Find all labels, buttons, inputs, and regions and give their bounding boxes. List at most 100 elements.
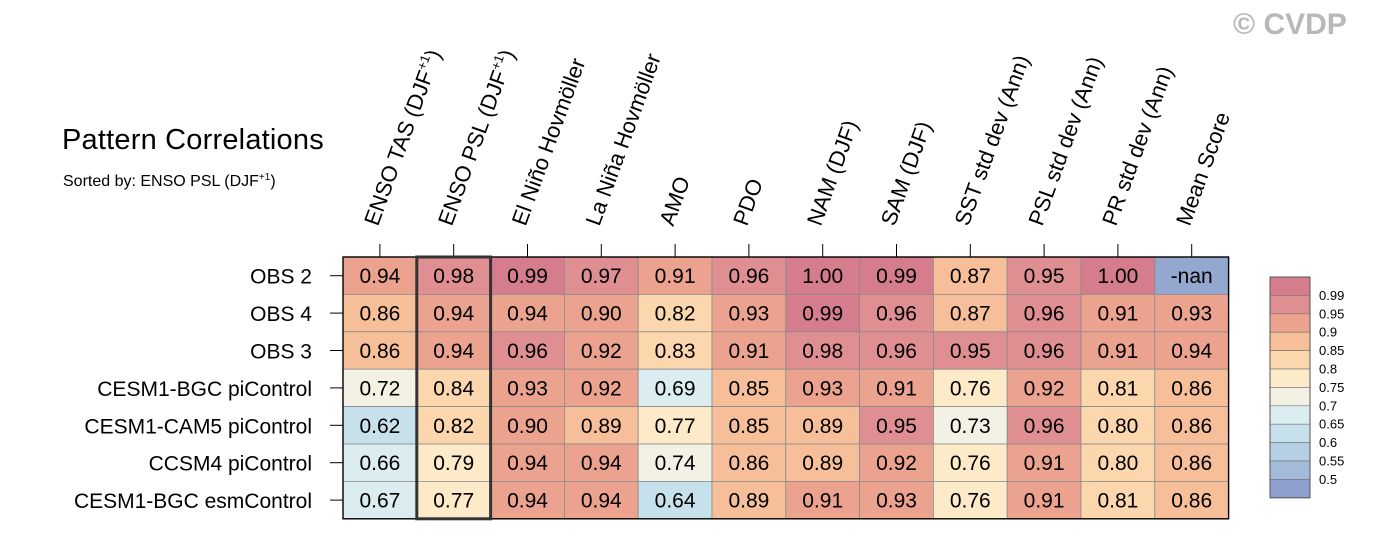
colorbar-swatch: [1269, 423, 1311, 443]
cell-value-label: 0.85: [728, 377, 769, 400]
column-header-label: PSL std dev (Ann): [1023, 53, 1107, 229]
cell-value-label: 0.93: [802, 377, 843, 400]
cell-value-label: 0.90: [581, 303, 622, 326]
cell-value-label: 0.76: [950, 377, 991, 400]
heatmap-cell: [1154, 256, 1230, 295]
column-header-label: ENSO TAS (DJF+1): [358, 46, 446, 229]
heatmap-cell: [637, 293, 713, 333]
row-label: CESM1-BGC esmControl: [74, 490, 312, 513]
column-header: ENSO TAS (DJF+1): [358, 46, 446, 229]
cell-value-label: 0.86: [1171, 415, 1212, 438]
cell-value-label: 0.93: [1171, 303, 1212, 326]
column-header-label: AMO: [654, 173, 695, 229]
cell-value-label: 0.77: [433, 490, 474, 513]
heatmap-cell: [711, 368, 787, 408]
heatmap-cell: [1154, 368, 1230, 408]
cell-value-label: 0.92: [581, 340, 622, 363]
chart-title: Pattern Correlations: [62, 124, 324, 156]
colorbar-swatch: [1269, 331, 1311, 351]
cell-value-label: 0.94: [581, 452, 622, 475]
colorbar-swatch: [1269, 276, 1311, 296]
heatmap-cell: [785, 256, 860, 295]
cell-value-label: 0.93: [876, 490, 917, 513]
cell-value-label: 0.80: [1097, 415, 1138, 438]
cell-value-label: 0.96: [876, 303, 917, 326]
heatmap-cell: [490, 256, 565, 295]
cell-value-label: 0.96: [1024, 340, 1065, 363]
cell-value-label: 0.96: [728, 265, 769, 288]
cell-value-label: 0.86: [359, 340, 400, 363]
cell-value-label: 0.82: [433, 415, 474, 438]
cell-value-label: 0.82: [655, 303, 696, 326]
column-header: SAM (DJF): [876, 118, 937, 229]
row-label: CCSM4 piControl: [149, 453, 312, 476]
column-header-label: NAM (DJF): [802, 117, 863, 229]
colorbar-level-label: 0.95: [1319, 306, 1344, 321]
colorbar-level-label: 0.85: [1319, 343, 1344, 358]
heatmap-cell: [637, 331, 713, 370]
cell-value-label: 0.99: [507, 265, 548, 288]
colorbar-level-label: 0.55: [1319, 454, 1344, 469]
column-header-label: ENSO PSL (DJF+1): [432, 46, 520, 229]
heatmap-cell: [416, 406, 491, 445]
heatmap-cell: [564, 480, 639, 520]
cell-value-label: 0.91: [802, 490, 843, 513]
cell-value-label: 0.87: [950, 303, 991, 326]
colorbar-swatch: [1269, 387, 1311, 407]
heatmap-cell: [1080, 443, 1156, 482]
cell-value-label: 0.96: [1024, 415, 1065, 438]
heatmap-cell: [490, 293, 565, 333]
cell-value-label: -nan: [1171, 265, 1213, 288]
heatmap-cell: [564, 256, 639, 295]
chart-subtitle: Sorted by: ENSO PSL (DJF+1): [63, 172, 276, 191]
colorbar-frame: [1269, 276, 1311, 499]
heatmap-cell: [1154, 406, 1230, 445]
row-label: CESM1-BGC piControl: [97, 378, 312, 401]
colorbar-swatch: [1269, 350, 1311, 370]
cell-value-label: 0.98: [433, 265, 474, 288]
cell-value-label: 0.67: [359, 490, 400, 513]
row-label: CESM1-CAM5 piControl: [84, 415, 312, 438]
heatmap-cell: [859, 480, 934, 520]
column-header: La Niña Hovmöller: [581, 50, 666, 229]
colorbar-level-label: 0.5: [1319, 472, 1337, 487]
cell-value-label: 0.81: [1097, 377, 1138, 400]
cell-value-label: 0.94: [433, 340, 474, 363]
heatmap-cell: [1154, 480, 1230, 520]
cell-value-label: 0.93: [728, 303, 769, 326]
heatmap-cell: [933, 480, 1008, 520]
cell-value-label: 0.95: [876, 415, 917, 438]
cell-value-label: 0.86: [1171, 490, 1212, 513]
column-header: PR std dev (Ann): [1097, 63, 1178, 229]
cell-value-label: 0.94: [433, 303, 474, 326]
column-header: Mean Score: [1171, 109, 1235, 229]
row-label: OBS 4: [250, 303, 312, 326]
cell-value-label: 0.96: [1024, 303, 1065, 326]
cell-value-label: 0.87: [950, 265, 991, 288]
cell-value-label: 0.89: [802, 452, 843, 475]
heatmap-cell: [564, 406, 639, 445]
cell-value-label: 0.76: [950, 452, 991, 475]
cell-value-label: 0.91: [728, 340, 769, 363]
heatmap-cell: [711, 256, 787, 295]
cell-value-label: 0.91: [876, 377, 917, 400]
cell-value-label: 0.96: [876, 340, 917, 363]
heatmap-cell: [416, 480, 491, 520]
cell-value-label: 0.95: [950, 340, 991, 363]
cell-value-label: 0.86: [1171, 377, 1212, 400]
heatmap-cell: [859, 256, 934, 295]
cell-value-label: 0.97: [581, 265, 622, 288]
row-label: OBS 3: [250, 341, 312, 364]
subtitle-prefix: Sorted by: ENSO PSL (DJF: [63, 173, 259, 190]
colorbar-level-label: 0.8: [1319, 362, 1337, 377]
colorbar-swatch: [1269, 460, 1311, 480]
colorbar-swatch: [1269, 295, 1311, 315]
heatmap-cell: [1080, 368, 1156, 408]
cell-value-label: 0.86: [359, 303, 400, 326]
column-header: PDO: [728, 175, 768, 228]
cell-value-label: 0.94: [1171, 340, 1212, 363]
column-header-label: El Niño Hovmöller: [507, 55, 591, 229]
cell-value-label: 0.91: [1097, 303, 1138, 326]
colorbar-swatch: [1269, 313, 1311, 333]
